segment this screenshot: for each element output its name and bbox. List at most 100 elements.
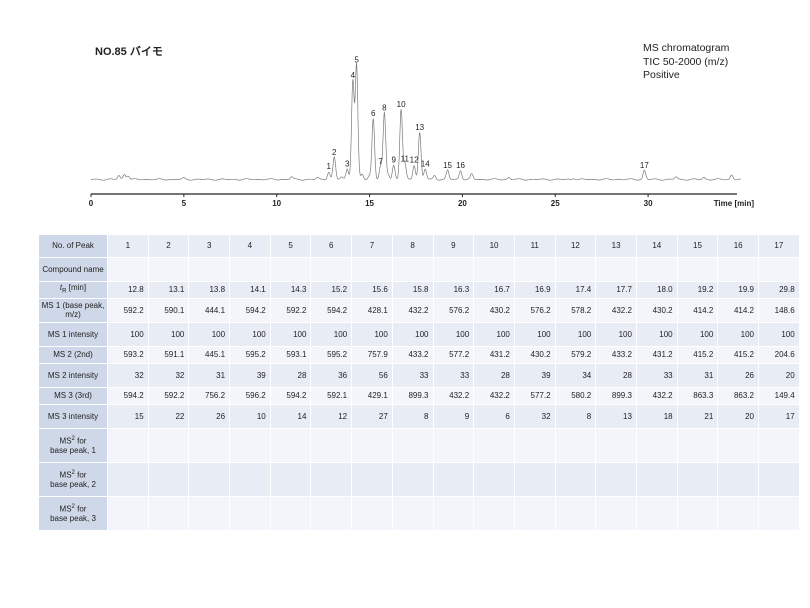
table-cell: 18 [636,404,678,429]
table-cell: 100 [473,322,515,347]
row-header: MS2 for base peak, 1 [39,428,108,463]
table-cell: 21 [677,404,719,429]
table-cell: 432.2 [595,298,637,323]
row-header: MS2 for base peak, 2 [39,462,108,497]
table-cell [310,257,353,282]
table-cell: 593.2 [107,346,149,364]
table-cell: 100 [392,322,434,347]
table-cell: 100 [351,322,393,347]
table-cell: 9 [433,404,475,429]
table-cell: 14.1 [229,281,271,299]
table-cell: 19.9 [717,281,759,299]
table-cell: 29.8 [758,281,800,299]
peak-label: 16 [456,161,465,170]
table-cell [310,428,353,463]
table-cell: 17.7 [595,281,637,299]
table-cell: 594.2 [229,298,271,323]
table-cell: 4 [229,235,271,258]
table-cell [229,462,271,497]
table-cell: 431.2 [636,346,678,364]
table-cell: 445.1 [188,346,231,364]
table-cell: 590.1 [148,298,190,323]
table-cell: 592.1 [310,387,353,405]
table-cell [270,257,312,282]
table-cell: 11 [514,235,556,258]
table-cell: 591.1 [148,346,190,364]
table-cell: 592.2 [148,387,190,405]
table-cell: 757.9 [351,346,393,364]
table-cell [514,462,556,497]
table-cell: 7 [351,235,393,258]
table-cell [229,428,271,463]
table-cell [473,496,515,531]
info-line: MS chromatogram [643,42,730,54]
table-cell [351,257,393,282]
table-cell: 31 [188,363,231,388]
table-cell: 15.6 [351,281,393,299]
table-cell [433,257,475,282]
table-cell [188,496,231,531]
row-header: tR [min] [39,281,108,299]
table-cell [758,428,800,463]
table-cell: 14 [270,404,312,429]
table-cell [351,496,393,531]
table-cell [514,496,556,531]
peak-label: 11 [401,154,410,163]
table-cell [270,462,312,497]
table-cell: 13.8 [188,281,231,299]
table-cell [473,428,515,463]
table-cell: 32 [107,363,149,388]
table-cell: 100 [717,322,759,347]
table-cell [473,257,515,282]
table-cell [107,496,149,531]
table-cell [717,257,759,282]
table-cell [270,496,312,531]
table-cell: 8 [555,404,597,429]
table-cell: 15.8 [392,281,434,299]
table-cell: 576.2 [514,298,556,323]
table-row: MS 2 intensity 32 32 31 39 28 36 56 33 33 28 39 34 28… [39,363,800,388]
table-cell: 33 [636,363,678,388]
table-cell [514,257,556,282]
table-cell: 432.2 [636,387,678,405]
table-cell [758,462,800,497]
table-cell: 18.0 [636,281,678,299]
peak-label: 5 [354,56,359,65]
table-cell: 56 [351,363,393,388]
table-cell: 100 [636,322,678,347]
table-cell: 595.2 [229,346,271,364]
x-axis-label: Time [min] [714,199,755,208]
table-cell: 12 [310,404,353,429]
table-cell [148,257,190,282]
table-cell [717,428,759,463]
table-cell [351,428,393,463]
table-cell: 428.1 [351,298,393,323]
chromatogram-info: MS chromatogram TIC 50-2000 (m/z) Positi… [643,42,729,83]
table-row: No. of Peak 1 2 3 4 5 6 7 8 9 10 11 12 13 14 15 16 17 [39,235,800,258]
page-title: NO.85 バイモ [95,46,163,58]
x-tick-label: 10 [272,199,281,208]
table-cell: 899.3 [392,387,434,405]
x-tick-label: 5 [182,199,187,208]
table-cell: 899.3 [595,387,637,405]
table-cell: 100 [107,322,149,347]
table-cell [677,462,719,497]
row-header: MS 3 (3rd) [39,387,108,405]
table-cell: 756.2 [188,387,231,405]
table-cell: 10 [229,404,271,429]
table-cell [433,462,475,497]
table-cell: 593.1 [270,346,312,364]
table-cell [555,462,597,497]
table-cell: 100 [758,322,800,347]
x-tick-label: 25 [551,199,560,208]
table-cell [310,496,353,531]
table-cell: 28 [270,363,312,388]
table-cell: 432.2 [433,387,475,405]
table-cell [555,428,597,463]
table-cell [758,257,800,282]
table-cell: 430.2 [514,346,556,364]
row-header: MS2 for base peak, 3 [39,496,108,531]
table-cell: 100 [188,322,231,347]
row-header: MS 3 intensity [39,404,108,429]
table-cell [473,462,515,497]
